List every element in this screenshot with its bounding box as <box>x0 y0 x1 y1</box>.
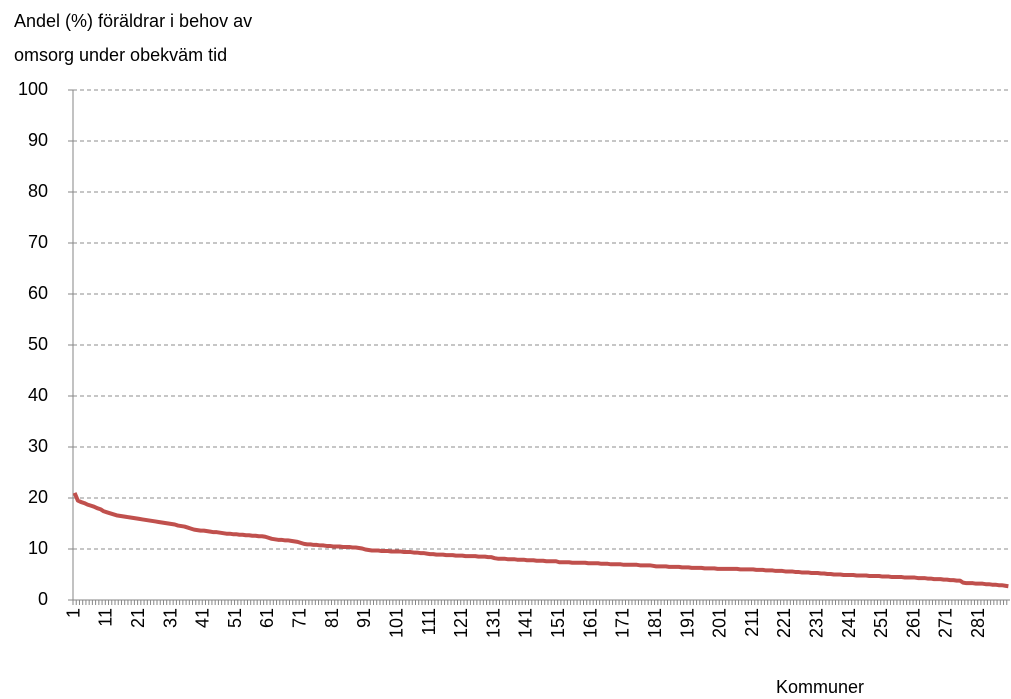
x-tick-label: 221 <box>774 608 794 638</box>
x-axis-label: Kommuner <box>776 677 864 697</box>
x-tick-label: 61 <box>257 608 277 628</box>
line-series <box>72 492 1009 589</box>
x-tick-label: 31 <box>160 608 180 628</box>
x-tick-label: 161 <box>580 608 600 638</box>
x-tick-label: 151 <box>548 608 568 638</box>
y-tick-label: 60 <box>28 283 48 303</box>
y-tick-label: 70 <box>28 232 48 252</box>
x-tick-label: 81 <box>322 608 342 628</box>
x-tick-label: 281 <box>968 608 988 638</box>
x-tick-label: 101 <box>386 608 406 638</box>
y-axis-label: omsorg under obekväm tid <box>14 45 227 65</box>
y-tick-label: 100 <box>18 79 48 99</box>
x-tick-label: 11 <box>96 608 116 627</box>
x-tick-label: 191 <box>677 608 697 638</box>
x-tick-label: 111 <box>419 608 439 635</box>
y-tick-label: 0 <box>38 589 48 609</box>
x-tick-label: 41 <box>193 608 213 628</box>
y-tick-label: 30 <box>28 436 48 456</box>
y-tick-label: 40 <box>28 385 48 405</box>
y-tick-label: 90 <box>28 130 48 150</box>
x-tick-label: 201 <box>710 608 730 638</box>
y-axis-label: Andel (%) föräldrar i behov av <box>14 11 252 31</box>
y-tick-label: 10 <box>28 538 48 558</box>
x-tick-label: 251 <box>871 608 891 638</box>
x-tick-label: 181 <box>645 608 665 638</box>
x-tick-label: 21 <box>128 608 148 628</box>
y-tick-label: 50 <box>28 334 48 354</box>
x-tick-label: 51 <box>225 608 245 628</box>
x-tick-label: 91 <box>354 608 374 628</box>
y-tick-label: 20 <box>28 487 48 507</box>
y-tick-label: 80 <box>28 181 48 201</box>
x-tick-label: 231 <box>807 608 827 638</box>
x-tick-label: 71 <box>290 608 310 628</box>
x-tick-label: 211 <box>742 608 762 637</box>
x-tick-label: 241 <box>839 608 859 638</box>
x-tick-label: 261 <box>903 608 923 638</box>
x-tick-label: 141 <box>516 608 536 638</box>
x-tick-label: 171 <box>613 608 633 638</box>
x-tick-label: 131 <box>483 608 503 638</box>
x-tick-label: 271 <box>936 608 956 638</box>
x-tick-label: 121 <box>451 608 471 638</box>
x-tick-label: 1 <box>63 608 83 618</box>
